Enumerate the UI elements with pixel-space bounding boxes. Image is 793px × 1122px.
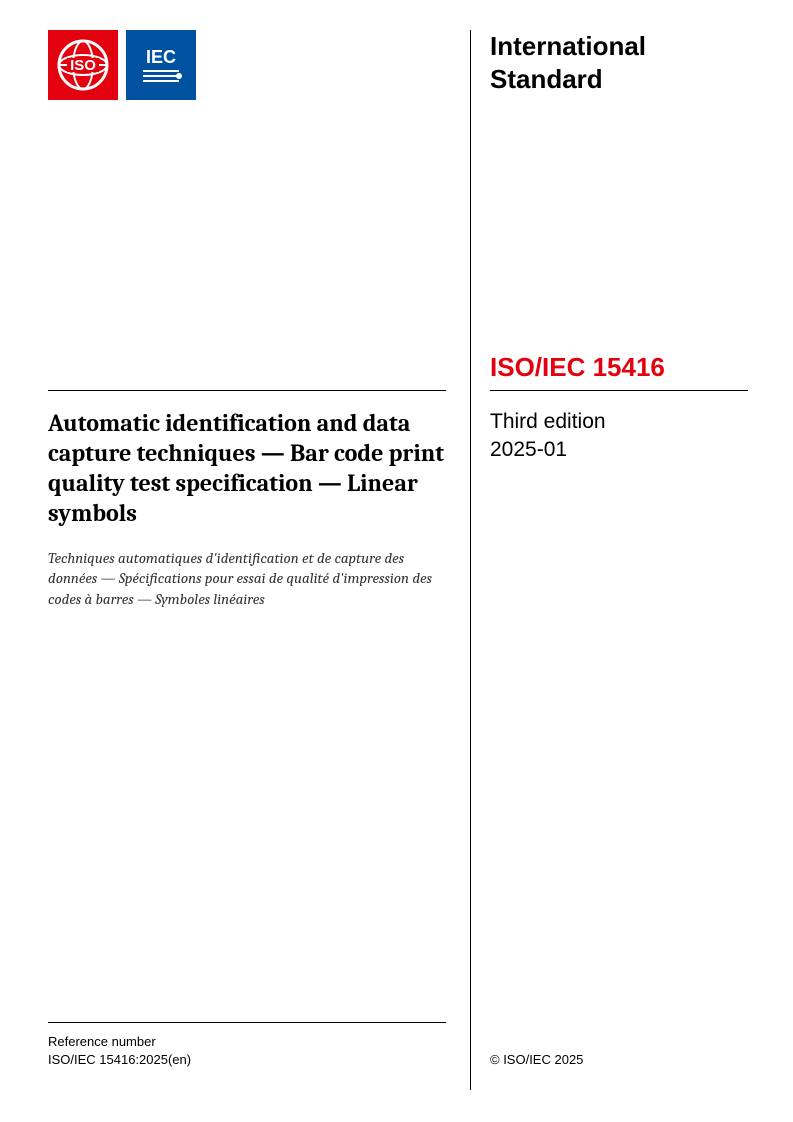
edition-info: Third edition 2025-01 bbox=[490, 408, 606, 465]
document-type-header: International Standard bbox=[490, 30, 646, 95]
title-english: Automatic identification and data captur… bbox=[48, 408, 448, 528]
logo-block: ISO IEC bbox=[48, 30, 196, 100]
reference-number: ISO/IEC 15416:2025(en) bbox=[48, 1052, 191, 1067]
document-cover: ISO IEC International Standard ISO/IEC 1… bbox=[0, 0, 793, 1122]
header-line2: Standard bbox=[490, 63, 646, 96]
standard-number: ISO/IEC 15416 bbox=[490, 352, 665, 383]
edition-line1: Third edition bbox=[490, 408, 606, 436]
header-line1: International bbox=[490, 30, 646, 63]
horizontal-rule-right bbox=[490, 390, 748, 391]
iec-logo-text: IEC bbox=[146, 47, 176, 67]
horizontal-rule-left bbox=[48, 390, 446, 391]
edition-line2: 2025-01 bbox=[490, 436, 606, 464]
vertical-divider bbox=[470, 30, 471, 1090]
horizontal-rule-bottom bbox=[48, 1022, 446, 1023]
title-french: Techniques automatiques d'identification… bbox=[48, 548, 448, 609]
iso-logo: ISO bbox=[48, 30, 118, 100]
copyright-notice: © ISO/IEC 2025 bbox=[490, 1052, 583, 1067]
iso-logo-text: ISO bbox=[70, 57, 96, 74]
iec-logo-icon: IEC bbox=[133, 37, 189, 93]
iec-logo: IEC bbox=[126, 30, 196, 100]
iso-logo-icon: ISO bbox=[55, 37, 111, 93]
reference-label: Reference number bbox=[48, 1034, 156, 1049]
